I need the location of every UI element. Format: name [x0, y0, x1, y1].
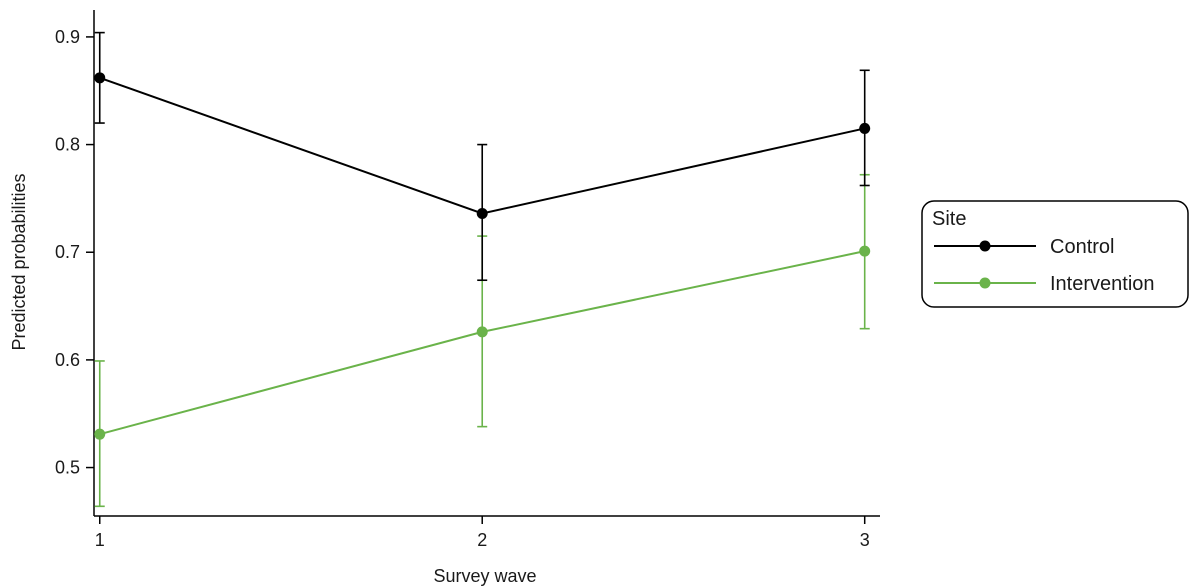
- legend-items: Control Intervention: [934, 236, 1155, 295]
- data-point: [94, 428, 106, 440]
- data-point: [476, 326, 488, 338]
- axes: 0.5 0.6 0.7 0.8 0.9 1 2 3: [55, 10, 880, 550]
- data-point: [94, 72, 106, 84]
- legend-marker: [979, 277, 991, 289]
- y-axis-ticks: 0.5 0.6 0.7 0.8 0.9: [55, 27, 94, 478]
- x-axis-ticks: 1 2 3: [95, 516, 870, 550]
- data-point: [476, 207, 488, 219]
- x-tick-label: 3: [860, 530, 870, 550]
- legend-marker: [979, 240, 991, 252]
- x-axis-label: Survey wave: [433, 566, 536, 586]
- legend-item-intervention: Intervention: [934, 273, 1155, 295]
- x-tick-label: 1: [95, 530, 105, 550]
- legend-item-control: Control: [934, 236, 1114, 258]
- data-point: [859, 122, 871, 134]
- x-tick-label: 2: [477, 530, 487, 550]
- series-intervention: [94, 173, 871, 508]
- y-tick-label: 0.8: [55, 135, 80, 155]
- series-control: [94, 31, 871, 282]
- y-tick-label: 0.9: [55, 27, 80, 47]
- legend-title: Site: [932, 208, 966, 230]
- y-tick-label: 0.5: [55, 458, 80, 478]
- y-axis-label: Predicted probabilities: [9, 173, 29, 350]
- legend-label: Intervention: [1050, 273, 1155, 295]
- legend: Site Control Intervention: [921, 200, 1189, 308]
- series-layer: [94, 31, 871, 508]
- y-tick-label: 0.7: [55, 242, 80, 262]
- data-point: [859, 245, 871, 257]
- legend-label: Control: [1050, 236, 1114, 258]
- y-tick-label: 0.6: [55, 350, 80, 370]
